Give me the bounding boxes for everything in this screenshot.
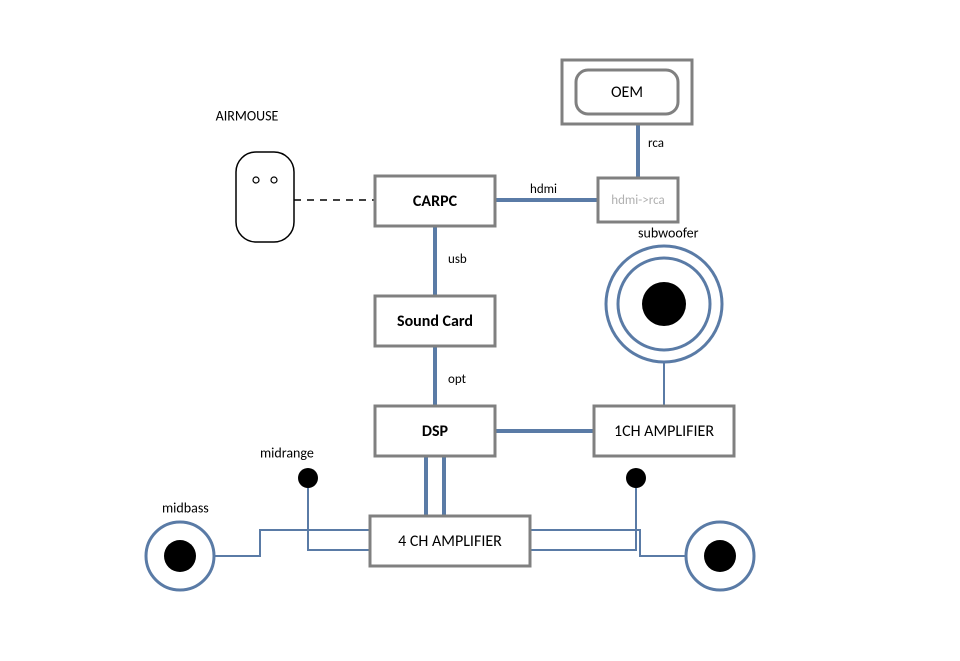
midbass-right-node [686,522,754,590]
dsp-label: DSP [422,422,449,441]
midbass-left-node: midbass [146,499,214,590]
midbass-right-cone [704,540,736,572]
connector [214,530,370,556]
airmouse-label: AIRMOUSE [216,107,279,124]
hdmi-rca-label: hdmi->rca [611,193,664,208]
hdmi-edge-label: hdmi [530,182,557,197]
amp4ch-label: 4 CH AMPLIFIER [398,532,502,551]
midrange-left-dot [298,468,318,488]
midrange-right-dot [626,468,646,488]
subwoofer-node: subwoofer [606,224,722,362]
connector [530,488,636,550]
midrange-label: midrange [260,444,314,461]
dsp-node: DSP [375,406,495,456]
carpc-node: CARPC [375,176,495,226]
hdmi-rca-node: hdmi->rca [598,178,678,222]
midrange-left-node: midrange [260,444,318,488]
airmouse-body [236,152,294,242]
subwoofer-label: subwoofer [638,224,699,241]
soundcard-node: Sound Card [375,296,495,346]
soundcard-label: Sound Card [397,312,473,331]
midbass-left-cone [164,540,196,572]
amp1ch-node: 1CH AMPLIFIER [594,406,734,456]
rca-edge-label: rca [648,136,664,151]
audio-wiring-diagram: AIRMOUSE OEM CARPC hdmi->rca Sound Card … [0,0,960,661]
carpc-label: CARPC [413,192,458,211]
amp1ch-label: 1CH AMPLIFIER [614,422,714,441]
midbass-label: midbass [162,499,209,516]
oem-label: OEM [611,83,643,102]
airmouse-node: AIRMOUSE [216,107,294,242]
opt-edge-label: opt [448,372,467,387]
amp4ch-node: 4 CH AMPLIFIER [370,516,530,566]
connector [308,488,370,550]
connector [530,530,686,556]
subwoofer-cone [642,282,686,326]
usb-edge-label: usb [448,252,467,267]
oem-node: OEM [562,60,692,124]
